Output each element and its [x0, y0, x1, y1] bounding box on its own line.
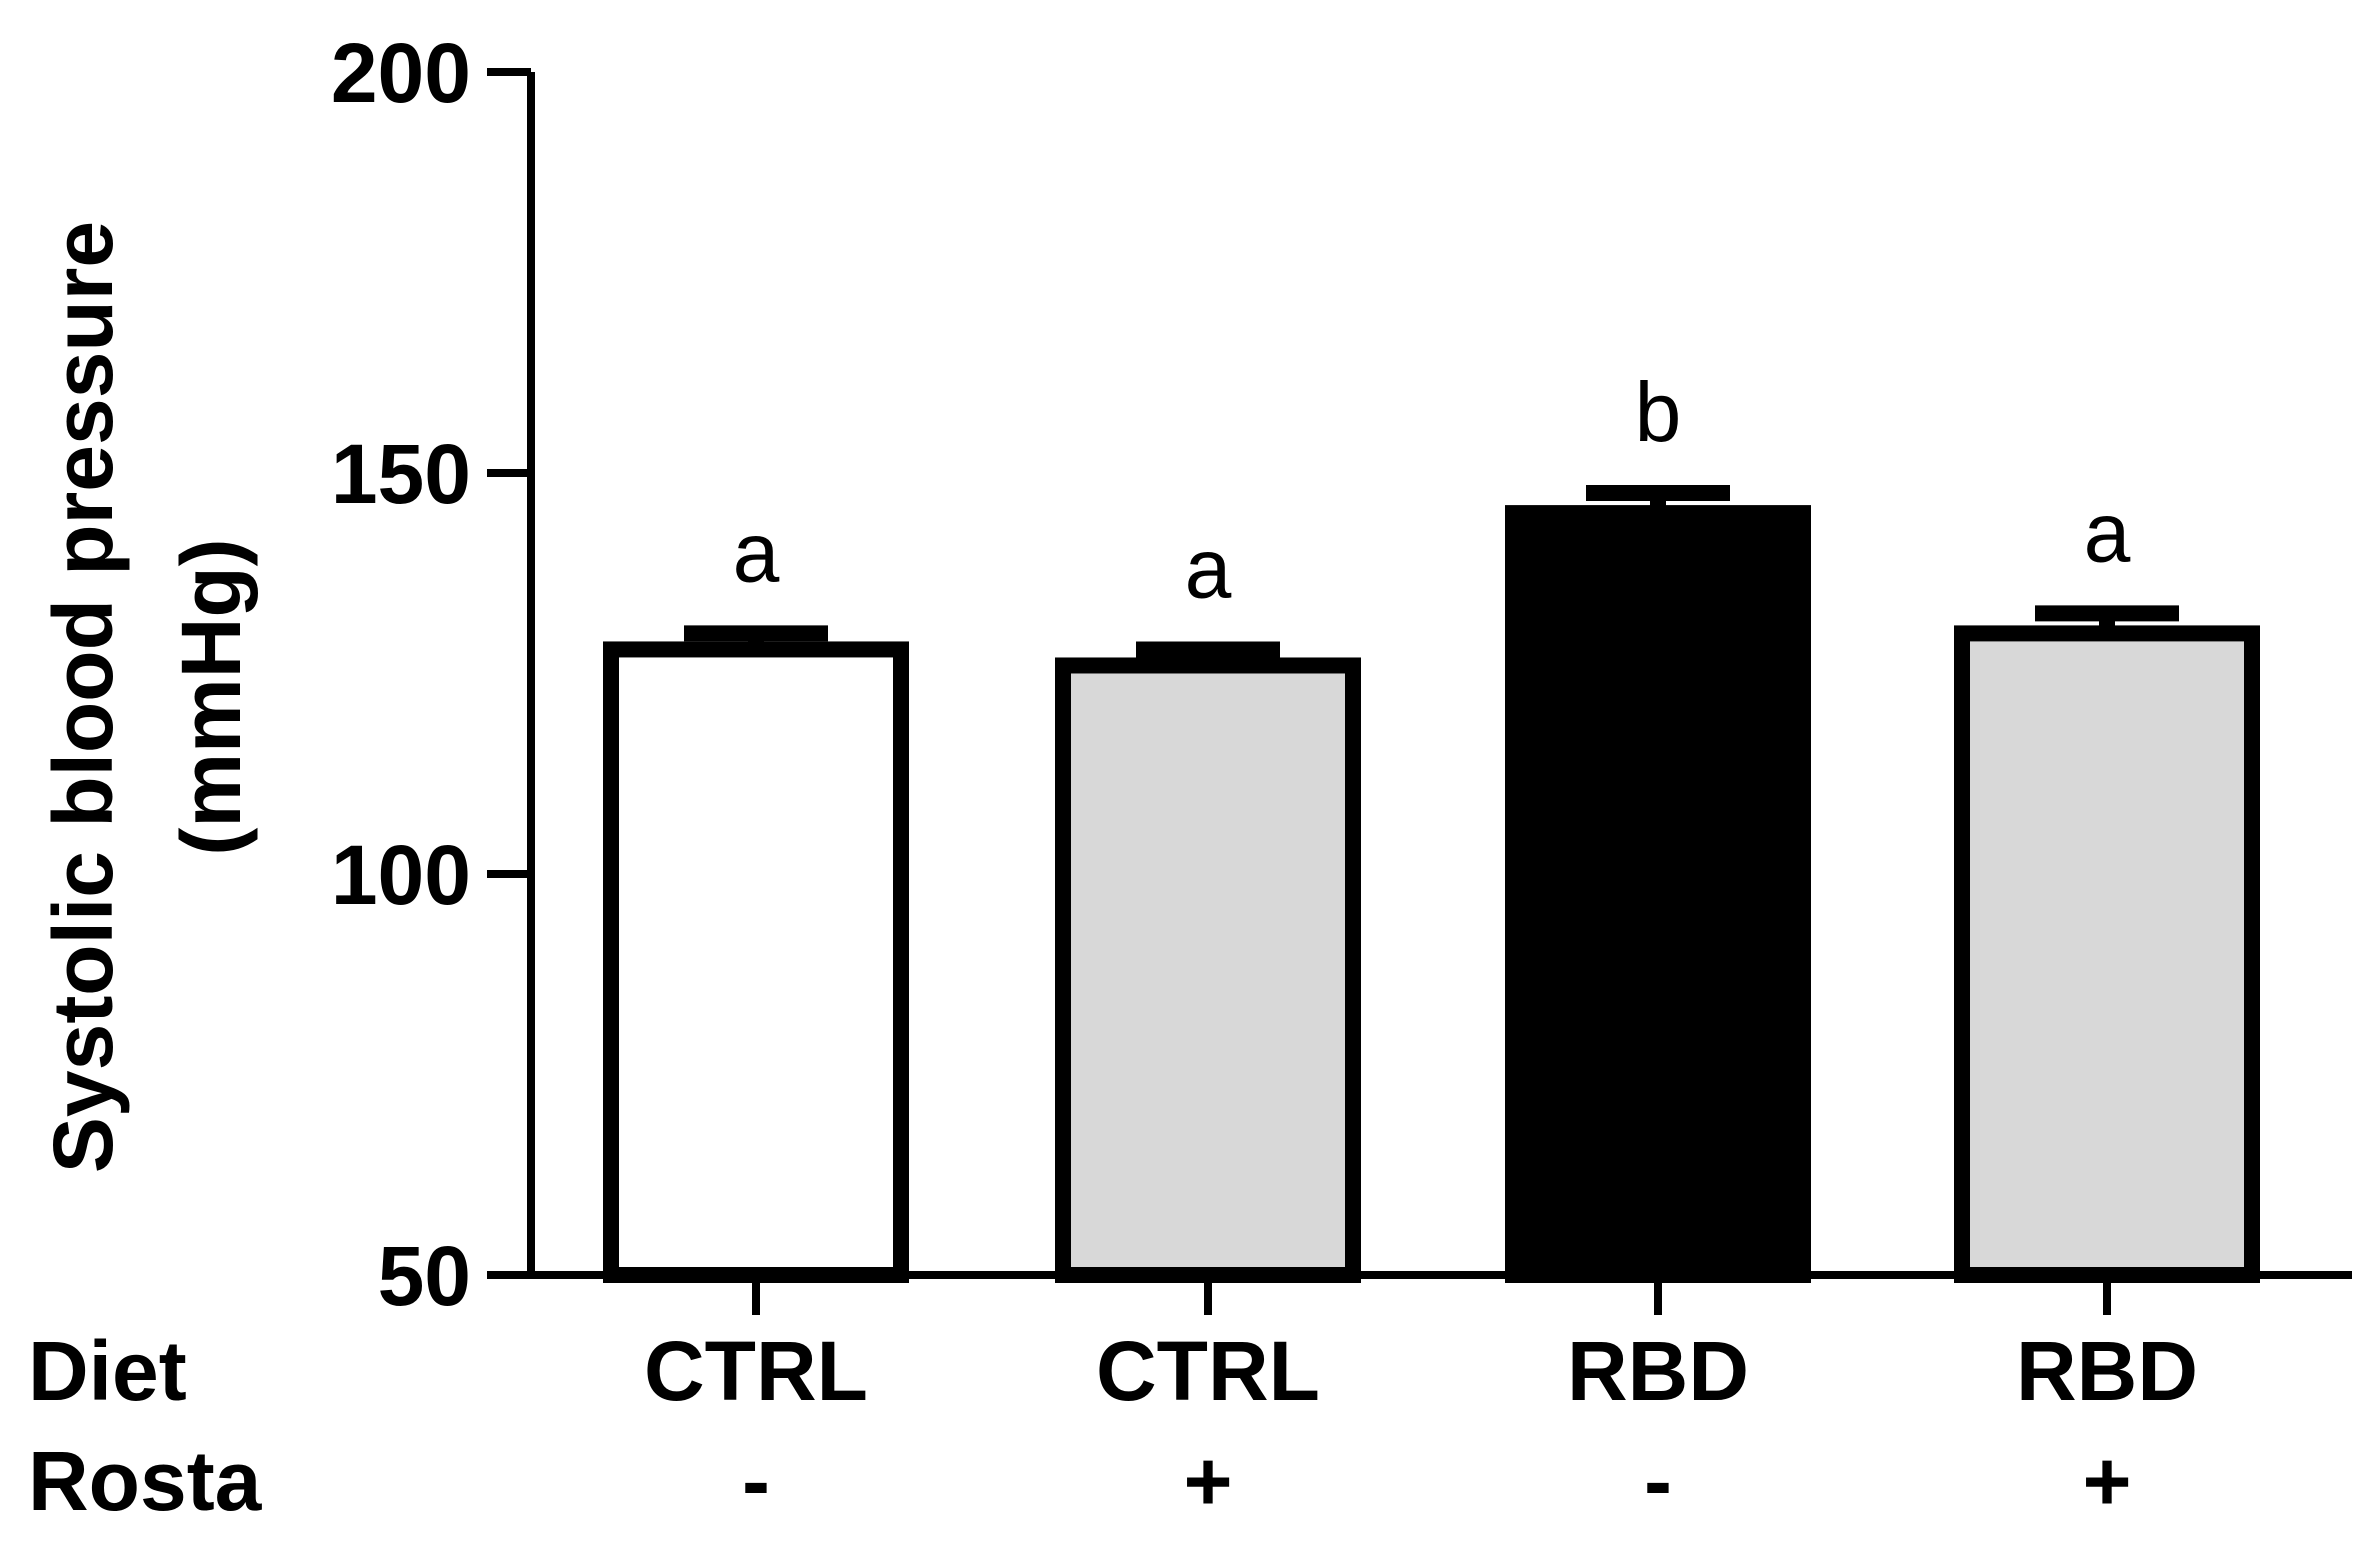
- y-tick-label-200: 200: [331, 26, 471, 120]
- factor-row-label-diet: Diet: [28, 1324, 187, 1418]
- bar-2: [1055, 657, 1361, 1283]
- y-axis-label-line-1: Systolic blood pressure: [36, 221, 130, 1173]
- y-tick-label-50: 50: [378, 1229, 471, 1323]
- bar-3: [1505, 505, 1811, 1283]
- factor-row-label-rosta: Rosta: [28, 1434, 263, 1528]
- bar-1: [603, 641, 909, 1283]
- axes-layer: [487, 68, 2352, 1315]
- x-label-diet-1: CTRL: [644, 1324, 868, 1418]
- x-label-diet-4: RBD: [2016, 1324, 2198, 1418]
- x-label-rosta-2: +: [1183, 1434, 1232, 1528]
- y-tick-label-150: 150: [331, 427, 471, 521]
- x-label-diet-3: RBD: [1567, 1324, 1749, 1418]
- bar-4: [1954, 625, 2260, 1283]
- x-label-diet-2: CTRL: [1096, 1324, 1320, 1418]
- x-label-rosta-3: -: [1644, 1434, 1672, 1528]
- bars-layer: [603, 485, 2260, 1283]
- significance-label-2: a: [1185, 521, 1232, 615]
- y-axis-label: Systolic blood pressure (mmHg): [36, 221, 258, 1173]
- labels-layer: a a b a 50 100 150 200 Diet CTRL CTRL RBD RBD Rosta - +…: [28, 26, 2198, 1528]
- x-label-rosta-4: +: [2082, 1434, 2131, 1528]
- y-axis-label-line-2: (mmHg): [164, 538, 258, 855]
- y-tick-label-100: 100: [331, 828, 471, 922]
- significance-label-1: a: [733, 505, 780, 599]
- x-label-rosta-1: -: [742, 1434, 770, 1528]
- significance-label-3: b: [1635, 365, 1682, 459]
- significance-label-4: a: [2084, 485, 2131, 579]
